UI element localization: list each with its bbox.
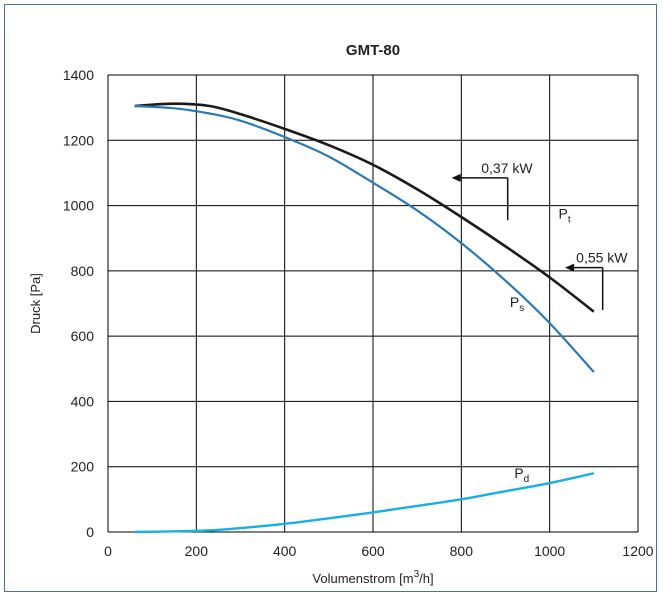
series-line-s (134, 104, 595, 373)
series-label-sub: d (524, 474, 530, 485)
y-tick-label: 1400 (63, 67, 94, 83)
annotation-037kw: 0,37 kW (481, 160, 533, 176)
series-label-letter: P (514, 465, 523, 481)
arrow-head-icon (565, 263, 575, 272)
x-tick-label: 1200 (622, 543, 653, 559)
annotation-055kw: 0,55 kW (576, 250, 628, 266)
x-axis-label-end: /h] (419, 571, 433, 586)
x-tick-label: 600 (361, 543, 385, 559)
x-tick-label: 400 (273, 543, 297, 559)
x-axis-label: Volumenstrom [m3/h] (312, 569, 433, 586)
x-axis-label-main: Volumenstrom [m (312, 571, 413, 586)
series-label-sub: s (519, 303, 524, 314)
y-tick-label: 800 (71, 263, 95, 279)
x-axis-label-sup: 3 (414, 569, 420, 580)
x-tick-label: 800 (450, 543, 474, 559)
x-tick-label: 200 (185, 543, 209, 559)
arrow-head-icon (451, 173, 461, 182)
y-tick-label: 1000 (63, 198, 94, 214)
series-label-letter: P (559, 206, 568, 222)
series-label-sub: t (568, 215, 571, 226)
series-label-s: Ps (510, 294, 524, 314)
y-axis-label: Druck [Pa] (28, 273, 43, 334)
y-tick-label: 1200 (63, 132, 94, 148)
y-tick-label: 600 (71, 328, 95, 344)
series-label-t: Pt (559, 206, 571, 226)
y-tick-label: 0 (86, 524, 94, 540)
y-tick-label: 400 (71, 393, 95, 409)
series-label-letter: P (510, 294, 519, 310)
series-line-t (134, 102, 595, 313)
y-tick-label: 200 (71, 459, 95, 475)
x-tick-label: 1000 (534, 543, 565, 559)
chart-frame (4, 4, 657, 592)
series-label-d: Pd (514, 465, 529, 485)
x-tick-label: 0 (104, 543, 112, 559)
series-line-d (134, 472, 595, 534)
chart-title: GMT-80 (346, 42, 400, 59)
